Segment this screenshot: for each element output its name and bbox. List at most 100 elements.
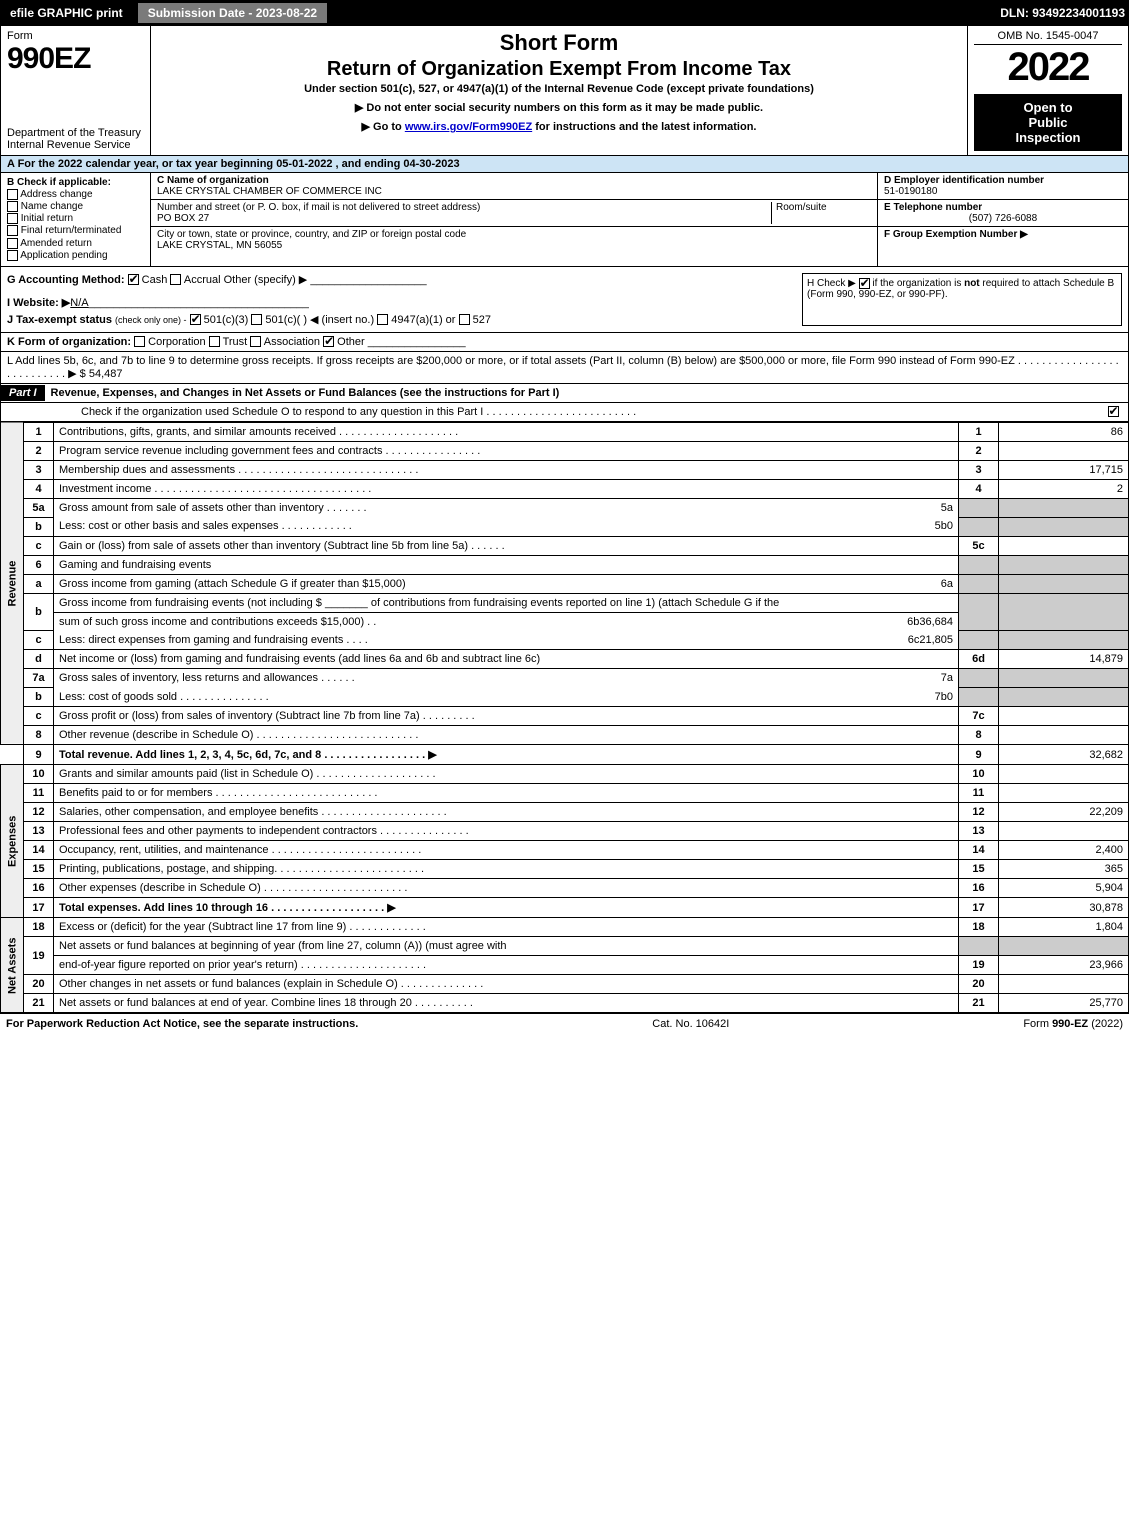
l11-t: Benefits paid to or for members . . . . … [54,784,959,803]
l6-t: Gaming and fundraising events [54,555,959,574]
l12-t: Salaries, other compensation, and employ… [54,803,959,822]
l5a-n: 5a [24,498,54,517]
chk-address[interactable]: Address change [7,189,144,200]
chk-other-org[interactable] [323,336,334,347]
lbl-k: K Form of organization: [7,336,131,348]
lbl-c: C Name of organization [157,175,269,186]
section-bcdef: B Check if applicable: Address change Na… [0,173,1129,267]
l6c-n: c [24,631,54,650]
top-bar: efile GRAPHIC print Submission Date - 20… [0,0,1129,26]
l19-t2: end-of-year figure reported on prior yea… [54,956,959,975]
l4-c: 4 [959,479,999,498]
k-o3: Association [264,336,320,348]
accrual-label: Accrual [184,274,221,286]
l7b-sa: 0 [947,691,953,703]
chk-527[interactable] [459,314,470,325]
l6b-t1: Gross income from fundraising events (no… [54,593,959,612]
l5b-t: Less: cost or other basis and sales expe… [59,520,935,532]
l18-t: Excess or (deficit) for the year (Subtra… [54,918,959,937]
l9-c: 9 [959,745,999,765]
l17-n: 17 [24,898,54,918]
col-b: B Check if applicable: Address change Na… [1,173,151,266]
chk-accrual[interactable] [170,274,181,285]
ein: 51-0190180 [884,186,937,197]
form-number: 990EZ [7,42,144,76]
chk-trust[interactable] [209,336,220,347]
l5b-n: b [24,517,54,536]
l4-n: 4 [24,479,54,498]
goto-link[interactable]: www.irs.gov/Form990EZ [405,121,532,133]
l21-n: 21 [24,994,54,1013]
l12-a: 22,209 [999,803,1129,822]
chk-4947[interactable] [377,314,388,325]
street-block: Number and street (or P. O. box, if mail… [151,200,877,227]
k-o1: Corporation [148,336,205,348]
website-row: I Website: ▶N/A_________________________… [7,296,802,309]
l6d-a: 14,879 [999,650,1129,669]
goto-pre: ▶ Go to [362,121,405,133]
tax-year: 2022 [974,45,1122,90]
part1-title: Revenue, Expenses, and Changes in Net As… [45,384,1128,402]
chk-initial[interactable]: Initial return [7,213,144,224]
phone: (507) 726-6088 [884,213,1122,224]
open-to-public: Open to Public Inspection [974,94,1122,151]
vlabel-revenue: Revenue [1,422,24,745]
l17-a: 30,878 [999,898,1129,918]
part1-check-row: Check if the organization used Schedule … [0,403,1129,422]
org-name-block: C Name of organization LAKE CRYSTAL CHAM… [151,173,877,200]
k-o4: Other [337,336,365,348]
chk-corp[interactable] [134,336,145,347]
h-pre: H Check ▶ [807,278,859,289]
row-a-period: A For the 2022 calendar year, or tax yea… [0,156,1129,173]
l15-n: 15 [24,860,54,879]
l5b-grey2 [999,517,1129,536]
l5c-n: c [24,536,54,555]
j-o3: 4947(a)(1) or [391,314,455,326]
h-t2: required to attach Schedule B [980,278,1115,289]
chk-name[interactable]: Name change [7,201,144,212]
l-text: L Add lines 5b, 6c, and 7b to line 9 to … [7,355,1119,380]
l19-grey2 [999,937,1129,956]
efile-label[interactable]: efile GRAPHIC print [4,4,129,22]
l2-c: 2 [959,441,999,460]
l2-a [999,441,1129,460]
lbl-j: J Tax-exempt status [7,314,112,326]
chk-501c3[interactable] [190,314,201,325]
submission-date: Submission Date - 2023-08-22 [137,2,328,24]
row-k: K Form of organization: Corporation Trus… [0,333,1129,352]
l8-t: Other revenue (describe in Schedule O) .… [54,726,959,745]
chk-pending[interactable]: Application pending [7,250,144,261]
l5b-grey [959,517,999,536]
phone-block: E Telephone number (507) 726-6088 [878,200,1128,227]
part1-checkbox[interactable] [1098,406,1128,418]
l10-a [999,765,1129,784]
chk-assoc[interactable] [250,336,261,347]
form-word: Form [7,30,144,42]
top-bar-left: efile GRAPHIC print Submission Date - 20… [4,2,328,24]
chk-501c[interactable] [251,314,262,325]
l6d-c: 6d [959,650,999,669]
lbl-room: Room/suite [776,202,827,213]
l16-t: Other expenses (describe in Schedule O) … [54,879,959,898]
l1-n: 1 [24,422,54,441]
return-title: Return of Organization Exempt From Incom… [159,58,959,81]
lbl-i: I Website: ▶ [7,297,70,309]
chk-amended[interactable]: Amended return [7,238,144,249]
chk-h[interactable] [859,278,870,289]
l11-c: 11 [959,784,999,803]
l15-a: 365 [999,860,1129,879]
website-val: N/A [70,297,88,309]
l-amt: 54,487 [89,368,123,380]
l6a-grey [959,574,999,593]
lbl-g: G Accounting Method: [7,274,125,286]
l18-c: 18 [959,918,999,937]
vlabel-netassets: Net Assets [1,918,24,1013]
j-o2: 501(c)( ) ◀ (insert no.) [265,314,374,326]
chk-final[interactable]: Final return/terminated [7,225,144,236]
l4-a: 2 [999,479,1129,498]
chk-cash[interactable] [128,274,139,285]
footer-left: For Paperwork Reduction Act Notice, see … [6,1018,358,1030]
l7b-grey2 [999,688,1129,707]
footer-right: Form 990-EZ (2022) [1023,1018,1123,1030]
l6c-sa: 21,805 [919,634,953,646]
